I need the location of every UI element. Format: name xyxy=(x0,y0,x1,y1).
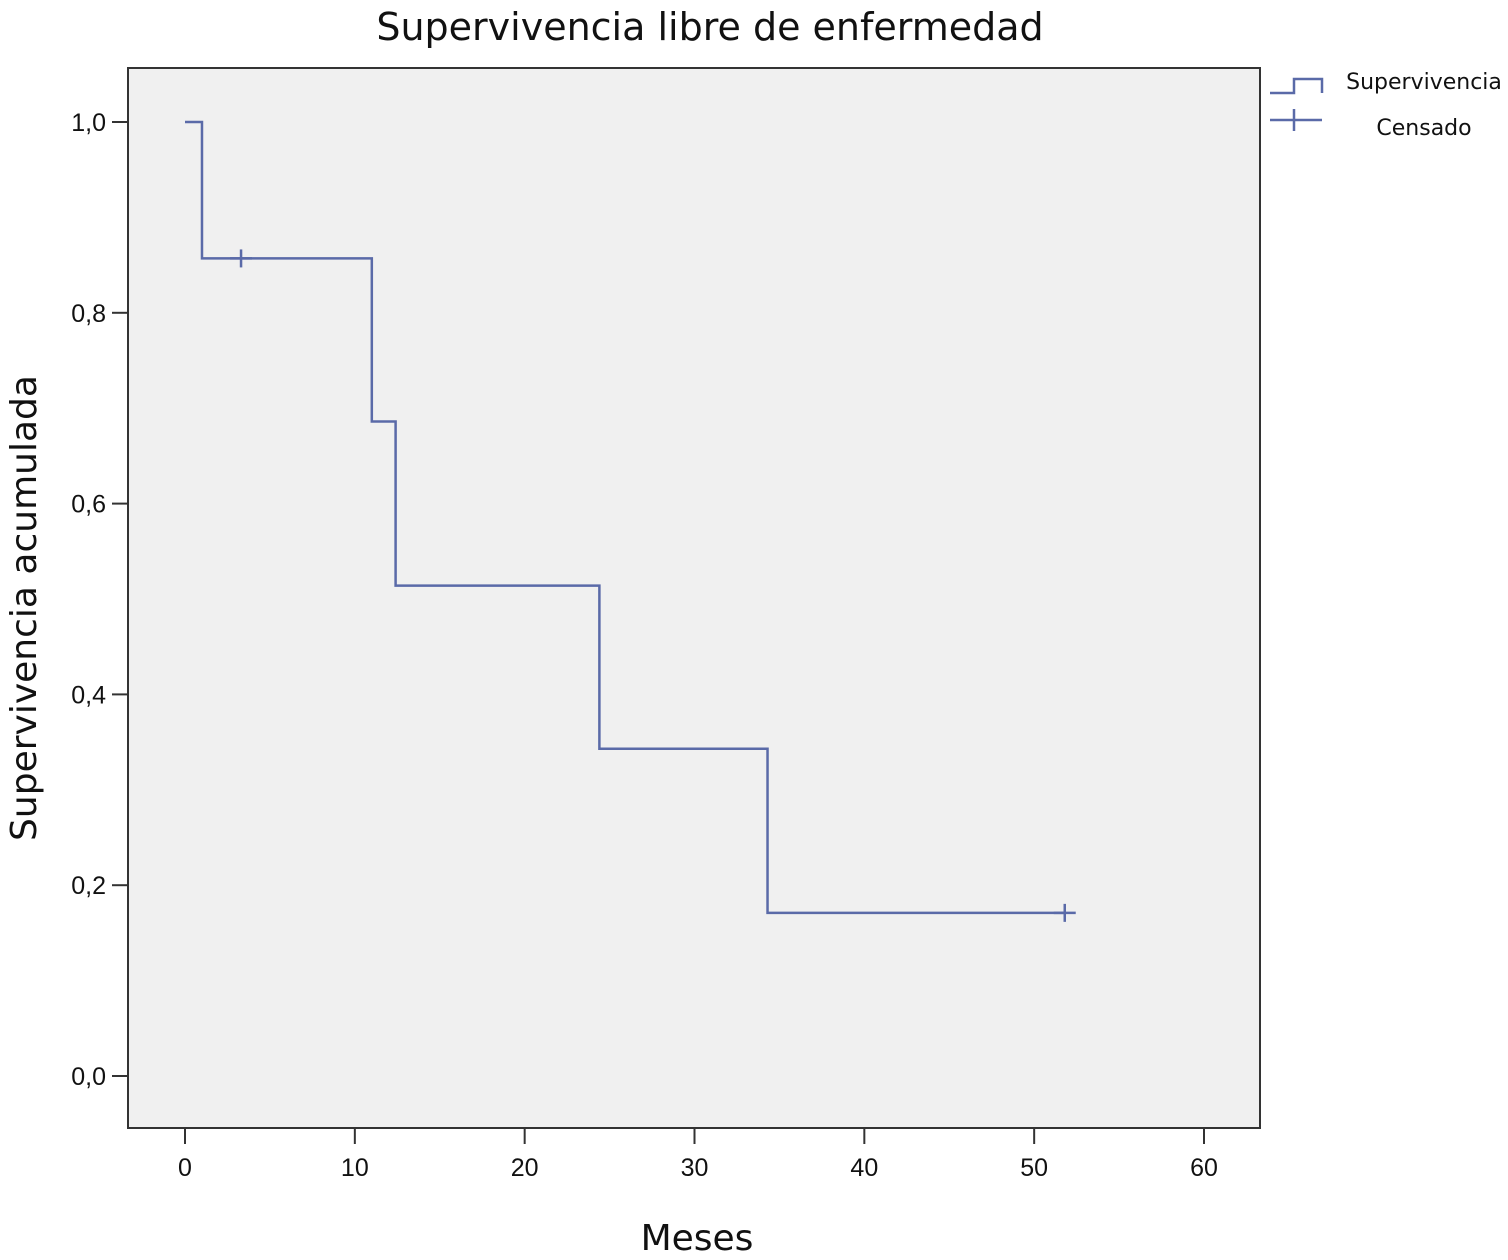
y-tick-label: 0,8 xyxy=(71,300,106,328)
censored-marker xyxy=(230,249,253,268)
y-tick-label: 0,0 xyxy=(71,1063,106,1091)
chart-title: Supervivencia libre de enfermedad xyxy=(376,5,1043,49)
y-tick-label: 0,6 xyxy=(71,491,106,519)
survival-step-line xyxy=(185,120,1065,915)
legend-label-supervivencia: Supervivencia xyxy=(1346,70,1502,95)
y-tick-label: 0,2 xyxy=(71,872,106,900)
y-tick-label: 0,4 xyxy=(71,681,106,709)
x-tick-label: 30 xyxy=(681,1154,709,1182)
legend-step-symbol xyxy=(1270,77,1324,95)
legend-label-censado: Censado xyxy=(1376,116,1471,141)
censored-marker xyxy=(1053,903,1076,922)
x-tick-label: 40 xyxy=(850,1154,878,1182)
y-axis-label: Supervivencia acumulada xyxy=(4,375,45,841)
plot-area xyxy=(127,67,1261,1129)
censored-markers xyxy=(230,249,1076,922)
x-axis-label: Meses xyxy=(641,1218,754,1259)
x-tick-label: 10 xyxy=(341,1154,369,1182)
legend: Supervivencia Censado xyxy=(1270,70,1502,141)
x-axis: 0 10 20 30 40 50 60 xyxy=(178,1128,1218,1182)
y-axis: 0,0 0,2 0,4 0,6 0,8 1,0 xyxy=(71,109,128,1091)
x-tick-label: 50 xyxy=(1020,1154,1048,1182)
y-tick-label: 1,0 xyxy=(71,109,106,137)
legend-plus-symbol xyxy=(1270,109,1322,131)
x-tick-label: 20 xyxy=(511,1154,539,1182)
x-tick-label: 0 xyxy=(178,1154,192,1182)
x-tick-label: 60 xyxy=(1190,1154,1218,1182)
